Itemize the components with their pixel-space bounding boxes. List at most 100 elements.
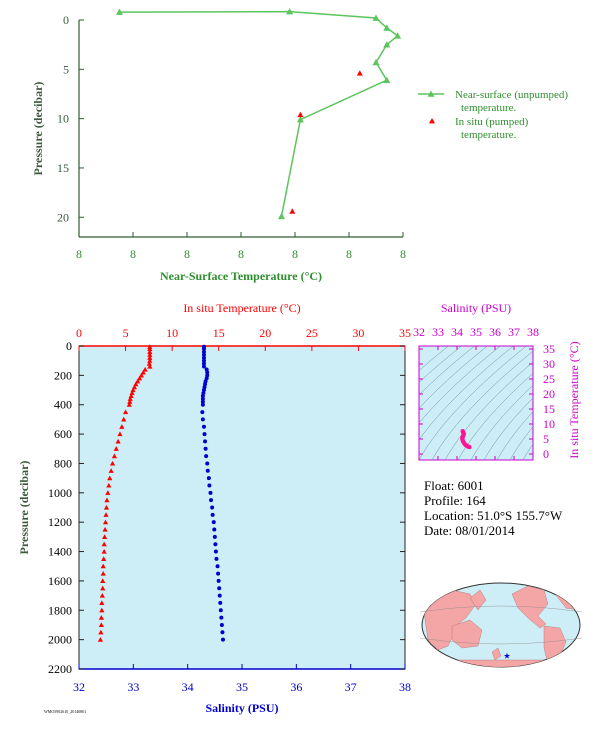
ts-y-axis-title: In situ Temperature (°C)	[567, 341, 581, 458]
y-tick-label: 600	[54, 427, 72, 441]
y-tick-label: 400	[54, 398, 72, 412]
bottom-x-tick-label: 32	[73, 680, 85, 694]
legend-label: In situ (pumped)	[455, 116, 529, 128]
bottom-x-tick-label: 34	[182, 680, 194, 694]
density-contour	[419, 346, 514, 441]
y-tick-label: 5	[63, 62, 69, 76]
graticule	[419, 605, 583, 645]
salinity-point	[220, 630, 225, 635]
temperature-point	[97, 637, 104, 642]
density-contour	[419, 346, 488, 409]
temperature-point	[100, 585, 106, 591]
temperature-point	[147, 358, 153, 363]
temperature-point	[147, 363, 153, 369]
legend-marker-in-situ	[429, 118, 435, 124]
density-contour	[419, 346, 462, 383]
y-tick-label: 10	[57, 112, 69, 126]
temperature-point	[98, 615, 104, 620]
bottom-x-tick-label: 36	[290, 680, 302, 694]
salinity-point	[201, 352, 206, 357]
bottom-x-axis-title: Salinity (PSU)	[205, 701, 278, 715]
temperature-point	[100, 563, 106, 569]
near-surface-point	[394, 32, 402, 39]
ts-x-tick-label: 33	[432, 325, 444, 339]
temperature-point	[111, 453, 117, 459]
temperature-point	[127, 399, 133, 404]
salinity-point	[200, 402, 205, 407]
ts-y-tick-label: 15	[543, 402, 555, 416]
temperature-point	[146, 361, 152, 366]
salinity-point	[219, 615, 224, 620]
profile-date: Date: 08/01/2014	[424, 523, 515, 538]
temperature-point	[115, 438, 121, 444]
temperature-point	[126, 402, 132, 407]
y-tick-label: 1400	[48, 545, 72, 559]
ts-x-tick-label: 37	[508, 325, 520, 339]
near-surface-point	[372, 14, 380, 21]
salinity-point	[201, 361, 206, 366]
salinity-point	[207, 483, 212, 488]
temperature-point	[113, 446, 119, 451]
bottom-x-tick-label: 35	[236, 680, 248, 694]
top-x-tick-label: 5	[123, 326, 129, 340]
temperature-point	[100, 570, 106, 576]
temperature-point	[117, 431, 123, 437]
salinity-point	[200, 417, 205, 422]
temperature-point	[99, 592, 105, 598]
y-tick-label: 2200	[48, 662, 72, 676]
salinity-point	[201, 355, 206, 360]
temperature-point	[109, 460, 116, 466]
temperature-point	[102, 534, 108, 539]
salinity-point	[209, 498, 214, 503]
temperature-point	[99, 607, 105, 613]
x-tick-label: 8	[346, 247, 352, 261]
ts-x-tick-label: 36	[489, 325, 501, 339]
float-info: Float: 6001 Profile: 164 Location: 51.0°…	[424, 478, 562, 538]
near-surface-point	[286, 8, 294, 15]
near-surface-point	[278, 212, 285, 220]
in-situ-point	[289, 208, 296, 214]
footer-code: WMO5902610_20140801	[44, 709, 86, 714]
ts-x-axis-title: Salinity (PSU)	[441, 301, 511, 315]
temperature-point	[121, 416, 127, 422]
y-tick-label: 2000	[48, 633, 72, 647]
salinity-point	[214, 556, 219, 561]
profile-number: Profile: 164	[424, 493, 486, 508]
top-x-tick-label: 35	[399, 326, 411, 340]
top-x-tick-label: 0	[76, 326, 82, 340]
density-contour	[470, 384, 533, 460]
density-contour	[419, 346, 527, 460]
temperature-point	[101, 541, 107, 547]
landmass	[451, 619, 483, 649]
y-tick-label: 1800	[48, 603, 72, 617]
salinity-point	[215, 564, 220, 569]
legend-label: Near-surface (unpumped)	[455, 89, 568, 101]
float-id: Float: 6001	[424, 478, 484, 493]
bottom-x-tick-label: 37	[345, 680, 357, 694]
salinity-point	[217, 593, 222, 598]
top-x-axis-title: In situ Temperature (°C)	[183, 301, 300, 315]
in-situ-point	[297, 111, 304, 118]
temperature-point	[107, 475, 113, 481]
y-tick-label: 200	[54, 368, 72, 382]
temperature-point	[136, 375, 143, 381]
ts-y-tick-label: 5	[543, 432, 549, 446]
temperature-point	[119, 424, 125, 429]
temperature-point	[102, 526, 108, 532]
near-surface-point	[383, 24, 391, 31]
temperature-point	[147, 346, 153, 352]
plot-area	[78, 345, 406, 670]
y-tick-label: 0	[63, 13, 69, 27]
legend-label: temperature.	[461, 102, 517, 114]
temperature-point	[129, 390, 135, 396]
near-surface-point	[383, 76, 391, 83]
salinity-point	[201, 346, 206, 351]
x-axis-title: Near-Surface Temperature (°C)	[160, 269, 322, 283]
ts-y-tick-label: 25	[543, 372, 555, 386]
ts-x-tick-label: 34	[451, 325, 463, 339]
temperature-point	[138, 372, 145, 378]
profile-chart: 0200400600800100012001400160018002000220…	[17, 301, 411, 715]
top-x-tick-label: 25	[306, 326, 318, 340]
